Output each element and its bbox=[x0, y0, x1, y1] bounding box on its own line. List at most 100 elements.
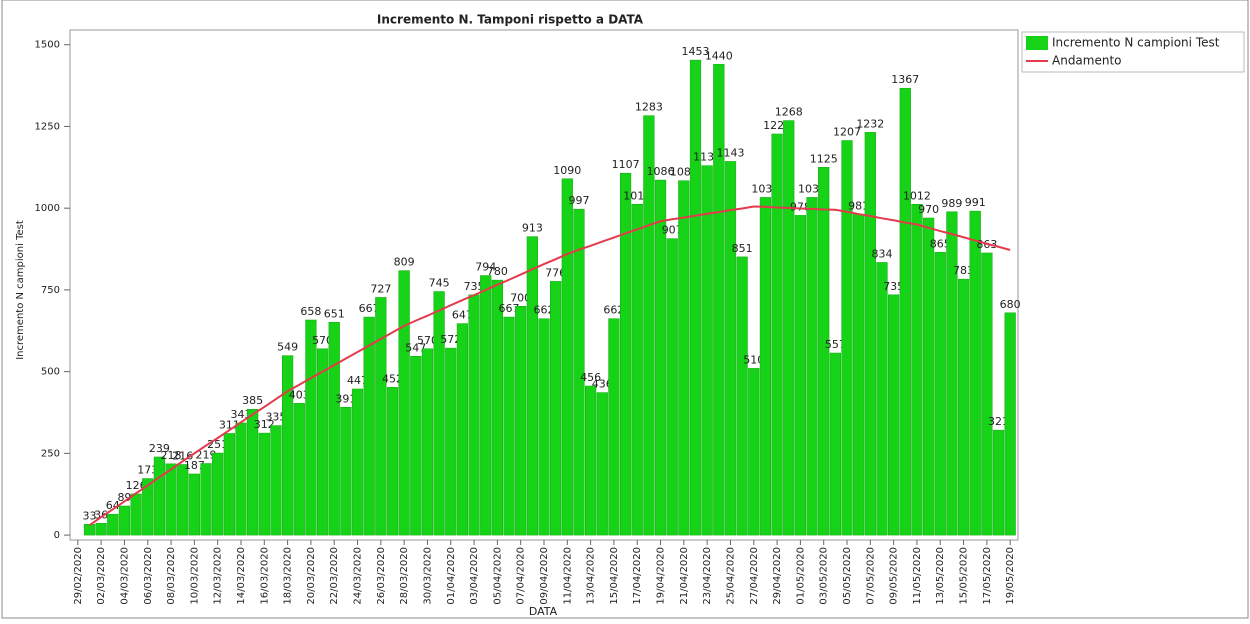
data-label: 391 bbox=[335, 392, 356, 405]
y-tick-label: 1500 bbox=[35, 40, 60, 51]
data-label: 216 bbox=[172, 449, 193, 462]
bar bbox=[398, 270, 410, 536]
data-label: 173 bbox=[137, 464, 158, 477]
data-label: 745 bbox=[429, 277, 450, 290]
bar bbox=[142, 478, 154, 536]
data-label: 794 bbox=[475, 261, 496, 274]
data-label: 447 bbox=[347, 374, 368, 387]
bar bbox=[946, 211, 958, 536]
bar bbox=[223, 433, 235, 536]
bar bbox=[456, 323, 469, 536]
bar bbox=[608, 318, 620, 536]
bar bbox=[421, 348, 434, 536]
bar bbox=[83, 524, 96, 536]
bar bbox=[410, 356, 422, 536]
y-tick-label: 1250 bbox=[35, 121, 60, 132]
x-tick-label: 28/03/2020 bbox=[399, 547, 410, 605]
bar bbox=[934, 252, 946, 536]
bar bbox=[1004, 312, 1016, 536]
data-label: 1268 bbox=[775, 106, 803, 119]
bar bbox=[468, 294, 480, 536]
bar bbox=[515, 306, 527, 536]
bar bbox=[270, 425, 282, 536]
bar bbox=[340, 407, 352, 536]
data-label: 33 bbox=[82, 509, 96, 522]
x-tick-label: 15/05/2020 bbox=[959, 547, 970, 605]
bar bbox=[258, 432, 270, 536]
bar bbox=[305, 319, 317, 536]
data-label: 1207 bbox=[833, 126, 861, 139]
x-tick-label: 19/05/2020 bbox=[1005, 547, 1016, 605]
data-label: 667 bbox=[359, 302, 380, 315]
data-label: 776 bbox=[545, 266, 566, 279]
data-label: 1125 bbox=[810, 152, 838, 165]
x-tick-label: 15/04/2020 bbox=[609, 547, 620, 605]
bar bbox=[981, 252, 993, 536]
y-tick-label: 0 bbox=[54, 530, 60, 541]
bar bbox=[888, 294, 900, 536]
bar bbox=[247, 408, 259, 536]
bar bbox=[701, 165, 713, 536]
data-label: 735 bbox=[883, 280, 904, 293]
bar bbox=[585, 385, 597, 536]
bar bbox=[95, 523, 107, 536]
x-tick-label: 13/05/2020 bbox=[935, 547, 946, 605]
data-label: 570 bbox=[312, 334, 333, 347]
x-tick-label: 12/03/2020 bbox=[213, 547, 224, 605]
data-label: 456 bbox=[580, 371, 601, 384]
data-label: 680 bbox=[1000, 298, 1021, 311]
bar bbox=[200, 463, 212, 536]
x-tick-label: 19/04/2020 bbox=[656, 547, 667, 605]
data-label: 834 bbox=[871, 247, 892, 260]
data-label: 436 bbox=[592, 378, 613, 391]
data-label: 572 bbox=[440, 333, 461, 346]
bar bbox=[724, 161, 737, 536]
x-tick-label: 25/04/2020 bbox=[725, 547, 736, 605]
data-label: 570 bbox=[417, 334, 438, 347]
data-label: 991 bbox=[965, 196, 986, 209]
x-tick-label: 10/03/2020 bbox=[189, 547, 200, 605]
bar bbox=[281, 355, 294, 536]
bar bbox=[491, 279, 503, 536]
bar bbox=[235, 422, 247, 536]
bar bbox=[480, 275, 492, 536]
data-label: 851 bbox=[732, 242, 753, 255]
bar bbox=[829, 352, 841, 536]
x-tick-label: 07/05/2020 bbox=[865, 547, 876, 605]
bar bbox=[841, 140, 853, 536]
y-tick-label: 1000 bbox=[35, 203, 60, 214]
data-label: 1143 bbox=[716, 146, 744, 159]
y-axis-label: Incremento N campioni Test bbox=[15, 220, 26, 360]
bar bbox=[689, 59, 702, 536]
bar bbox=[212, 452, 224, 536]
data-label: 452 bbox=[382, 372, 403, 385]
x-tick-label: 01/04/2020 bbox=[446, 547, 457, 605]
bar bbox=[445, 347, 457, 536]
bar bbox=[118, 505, 131, 536]
bar bbox=[864, 132, 876, 536]
bar bbox=[748, 368, 760, 536]
bar bbox=[736, 256, 748, 536]
x-tick-label: 21/04/2020 bbox=[679, 547, 690, 605]
bar bbox=[375, 297, 387, 536]
bar bbox=[619, 172, 632, 536]
bar bbox=[783, 120, 795, 536]
data-label: 557 bbox=[825, 338, 846, 351]
x-tick-label: 09/05/2020 bbox=[889, 547, 900, 605]
data-label: 989 bbox=[941, 197, 962, 210]
bar bbox=[130, 493, 142, 536]
data-label: 970 bbox=[918, 203, 939, 216]
y-tick-label: 250 bbox=[41, 448, 60, 459]
bar bbox=[713, 64, 725, 536]
data-label: 239 bbox=[149, 442, 170, 455]
data-label: 36 bbox=[94, 508, 108, 521]
data-label: 385 bbox=[242, 394, 263, 407]
x-tick-label: 16/03/2020 bbox=[259, 547, 270, 605]
y-tick-label: 500 bbox=[41, 367, 60, 378]
data-label: 907 bbox=[662, 224, 683, 237]
x-tick-label: 03/05/2020 bbox=[819, 547, 830, 605]
bar bbox=[922, 217, 935, 536]
bar bbox=[666, 238, 678, 536]
chart-title: Incremento N. Tamponi rispetto a DATA bbox=[377, 13, 644, 27]
x-tick-label: 18/03/2020 bbox=[283, 547, 294, 605]
